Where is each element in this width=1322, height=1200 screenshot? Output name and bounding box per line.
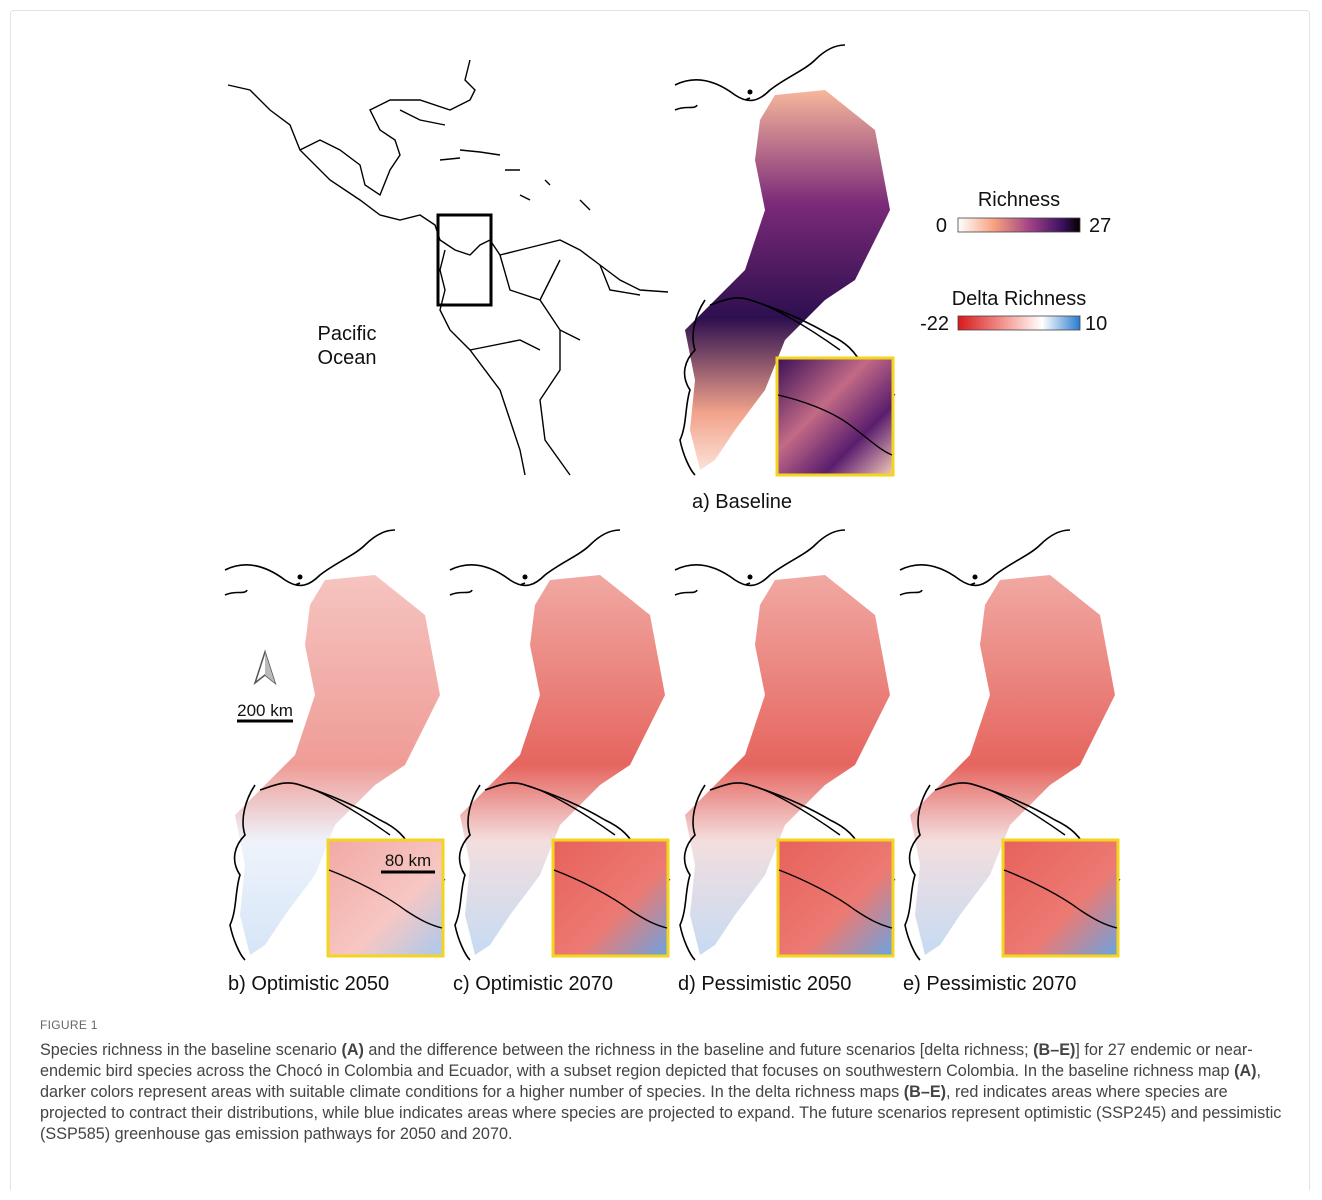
- color-bar-max: 27: [1089, 215, 1111, 237]
- color-bar-max: 10: [1085, 313, 1107, 335]
- legend-title: Richness: [978, 189, 1060, 211]
- page: html,body{margin:0;padding:0;background:…: [0, 0, 1322, 1200]
- island: [400, 110, 590, 210]
- color-bar-min: 0: [936, 215, 947, 237]
- figure-caption: Species richness in the baseline scenari…: [40, 1040, 1290, 1145]
- scale-bar-label: 200 km: [237, 701, 293, 720]
- panel-label: b) Optimistic 2050: [228, 973, 389, 995]
- coastline: [228, 85, 668, 292]
- caption-ref: (A): [341, 1041, 363, 1059]
- page-body: {"figure":{ "map_a":{"ocean_label":["Pac…: [0, 0, 1322, 1200]
- ocean-label: Pacific: [318, 323, 377, 345]
- panel-label: c) Optimistic 2070: [453, 973, 613, 995]
- color-bar: [958, 316, 1080, 330]
- panel-label: a) Baseline: [692, 491, 792, 513]
- panel-label: d) Pessimistic 2050: [678, 973, 851, 995]
- inset-map: [778, 840, 893, 956]
- inset-scale-label: 80 km: [385, 851, 431, 870]
- panel-label: e) Pessimistic 2070: [903, 973, 1076, 995]
- inset-map: [553, 840, 668, 956]
- caption-ref: (B–E): [1033, 1041, 1075, 1059]
- coastline: [300, 60, 475, 195]
- ocean-label: Ocean: [318, 347, 377, 369]
- caption-ref: (B–E): [904, 1083, 946, 1101]
- caption-text: Species richness in the baseline scenari…: [40, 1041, 341, 1059]
- caption-text: and the difference between the richness …: [364, 1041, 1033, 1059]
- context-map: [228, 60, 668, 475]
- legend-title: Delta Richness: [952, 288, 1087, 310]
- inset-map: [777, 358, 893, 475]
- border: [440, 250, 640, 475]
- color-bar: [958, 218, 1080, 232]
- caption-ref: (A): [1234, 1062, 1256, 1080]
- inset-map: [1003, 840, 1118, 956]
- study-area-box: [438, 215, 491, 305]
- figure: Pacific Ocean a) Baseline Richness 0 27 …: [0, 0, 1322, 1010]
- figure-label: FIGURE 1: [40, 1018, 98, 1032]
- color-bar-min: -22: [920, 313, 949, 335]
- delta-panels: b) Optimistic 2050 c) Optimistic 2070 d) P…: [225, 530, 1120, 995]
